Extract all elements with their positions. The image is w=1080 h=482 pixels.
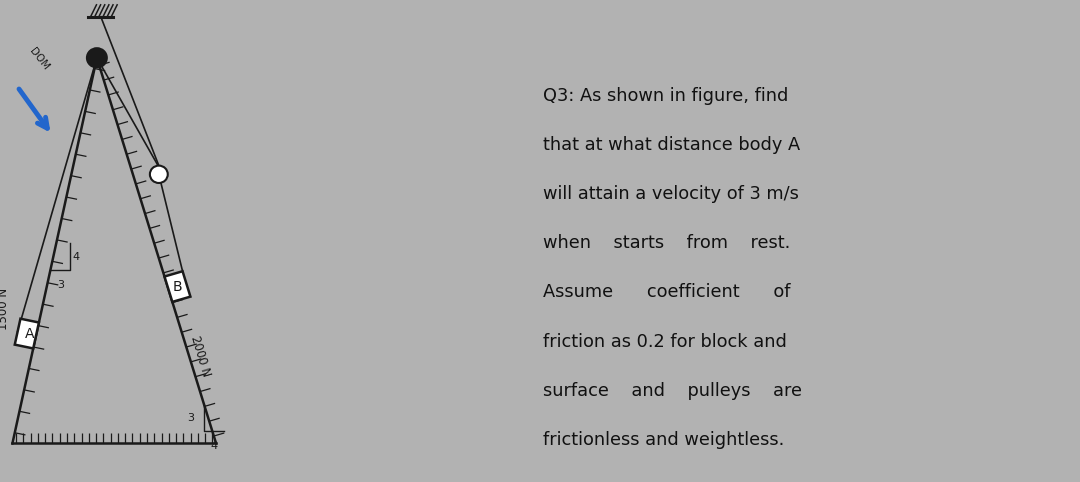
Text: 3: 3 — [57, 280, 64, 290]
Text: 1500 N: 1500 N — [0, 287, 10, 330]
Text: A: A — [25, 327, 33, 341]
Text: 3: 3 — [187, 413, 194, 423]
Text: 4: 4 — [72, 252, 80, 262]
Text: when    starts    from    rest.: when starts from rest. — [543, 234, 791, 252]
Text: 2000 N: 2000 N — [188, 335, 213, 378]
Polygon shape — [15, 319, 39, 348]
Text: Assume      coefficient      of: Assume coefficient of — [543, 283, 791, 301]
Text: DOM: DOM — [28, 46, 51, 72]
Polygon shape — [164, 271, 190, 302]
Text: will attain a velocity of 3 m/s: will attain a velocity of 3 m/s — [543, 185, 799, 203]
Text: Q3: As shown in figure, find: Q3: As shown in figure, find — [543, 87, 788, 105]
Text: frictionless and weightless.: frictionless and weightless. — [543, 431, 785, 449]
Text: friction as 0.2 for block and: friction as 0.2 for block and — [543, 333, 787, 350]
Text: that at what distance body A: that at what distance body A — [543, 136, 800, 154]
Circle shape — [150, 166, 167, 183]
Circle shape — [86, 48, 107, 67]
Text: 4: 4 — [211, 441, 218, 451]
Text: surface    and    pulleys    are: surface and pulleys are — [543, 382, 802, 400]
Text: B: B — [173, 280, 183, 294]
